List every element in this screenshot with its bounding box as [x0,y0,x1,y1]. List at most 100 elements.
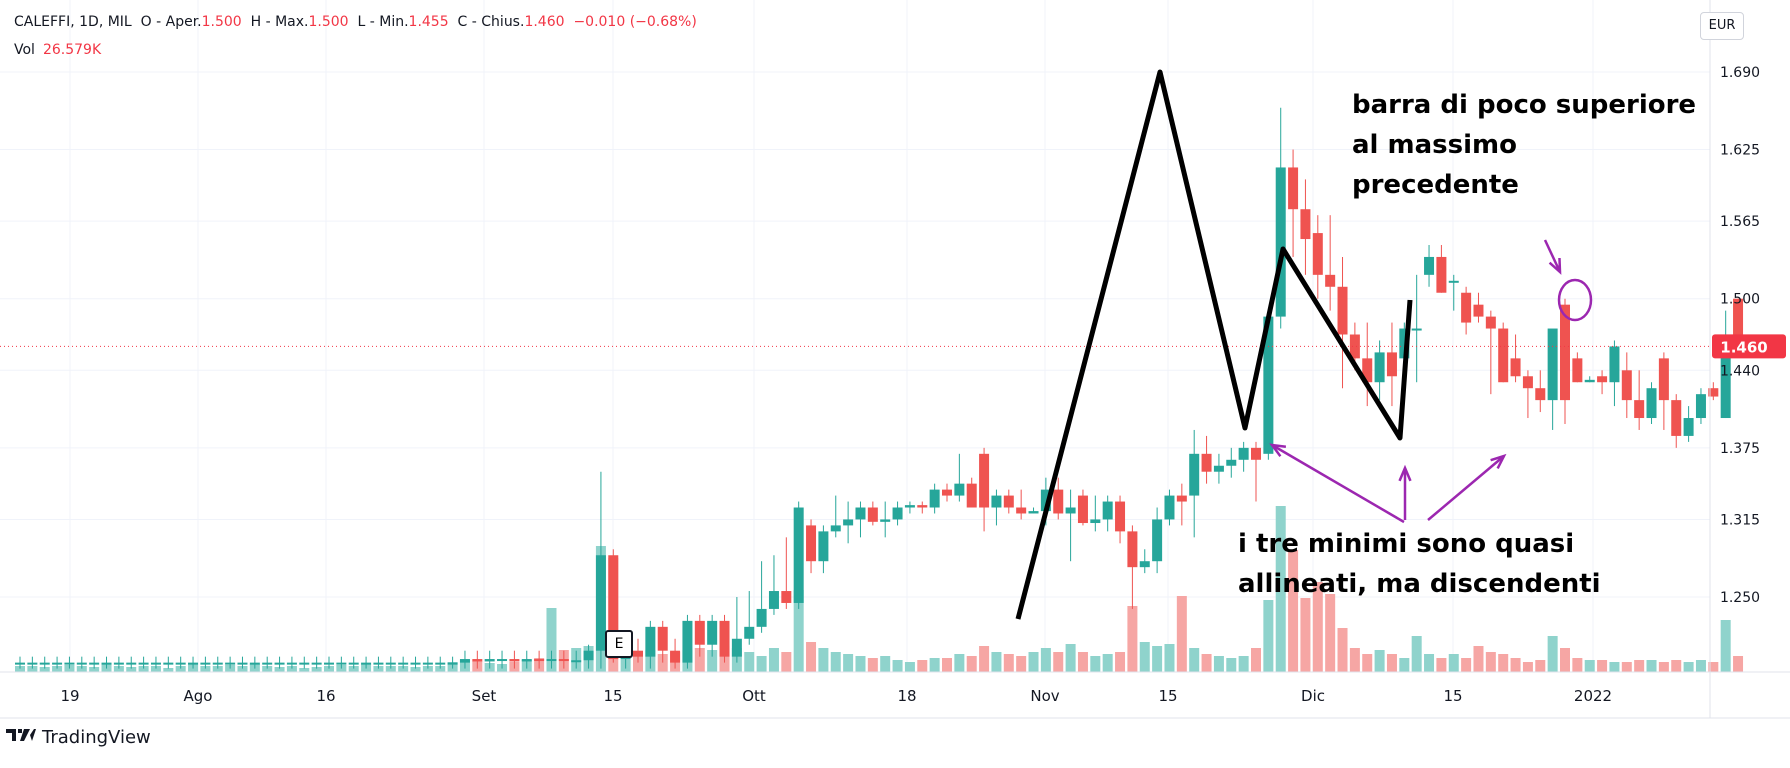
earnings-badge[interactable]: E [605,630,633,658]
candle-body [731,638,742,657]
volume-bar [39,667,50,672]
annotation-top-right: barra di poco superiore al massimo prece… [1352,85,1696,205]
candle-body [274,662,285,665]
candle-body [237,662,248,665]
low-label: L - Min. [357,14,409,30]
candle-body [324,662,334,665]
volume-bar [1436,658,1447,672]
y-tick-label: 1.315 [1720,512,1760,528]
currency-button[interactable]: EUR [1700,12,1744,40]
volume-bar [929,658,940,672]
volume-bar [1658,662,1669,672]
candle-body [1213,465,1224,472]
high-label: H - Max. [250,14,309,30]
candle-body [188,662,199,665]
volume-bar [1560,648,1570,672]
candle-body [1028,511,1039,514]
candle-body [1535,388,1546,401]
high-value: 1.500 [308,14,349,30]
candle-body [1386,352,1397,377]
candle-body [1127,531,1138,568]
candle-body [1065,507,1076,514]
y-tick-label: 1.440 [1720,363,1760,379]
candle-body [855,507,866,520]
volume-bar [707,650,718,672]
candle-body [1139,561,1150,568]
y-tick-label: 1.500 [1720,292,1760,308]
volume-bar [1683,662,1694,672]
x-tick-label: 15 [1158,687,1177,705]
volume-bar [138,666,149,672]
volume-bar [954,654,965,672]
drawings [0,69,1710,620]
candle-body [1374,352,1385,383]
y-tick-label: 1.565 [1720,214,1760,230]
candle-body [1399,328,1410,359]
volume-bar [398,666,409,672]
candle-body [1597,376,1608,383]
candle-body [447,662,458,665]
candle-body [27,662,38,665]
candle-body [830,525,841,532]
candle-body [422,662,433,665]
volume-bar [385,666,396,672]
candle-body [806,525,817,562]
candle-body [1695,394,1706,419]
candle-body [1522,376,1533,389]
candle-body [225,662,236,665]
volume-bar [1386,654,1397,672]
x-tick-label: Set [472,687,497,705]
volume-bar [1597,660,1608,672]
volume-bar [76,666,87,672]
candle-body [657,626,668,651]
candle-body [286,662,297,665]
volume-bar [126,667,137,672]
x-tick-label: Dic [1301,687,1325,705]
candle-body [694,620,705,645]
volume-bar [694,648,705,672]
candle-body [917,505,928,508]
candle-body [867,507,878,522]
candle-body [756,608,767,627]
candle-body [52,662,63,665]
candle-body [1016,507,1027,514]
volume-bar [991,652,1002,672]
candle-body [1584,379,1595,383]
annotation-line: i tre minimi sono quasi [1238,529,1575,559]
volume-bar [373,666,384,672]
candle-body [645,626,656,657]
candle-body [1362,358,1373,383]
arrow-to-low-2-head [1398,464,1412,482]
volume-bar [1164,644,1175,672]
volume-bar [1609,662,1620,672]
volume-bar [1448,654,1459,672]
volume-bar [1695,660,1706,672]
volume-bar [966,656,977,672]
volume-bar [1127,606,1138,672]
volume-bar [1077,652,1088,672]
volume-bar [262,666,273,672]
candle-body [150,662,161,665]
volume-bar [1102,654,1113,672]
candle-body [1485,316,1496,329]
annotation-line: precedente [1352,170,1519,200]
annotation-bottom: i tre minimi sono quasi allineati, ma di… [1238,524,1601,604]
candle-body [1115,501,1126,532]
candle-body [781,591,792,603]
volume-bar [1461,658,1472,672]
volume-bar [979,646,990,672]
volume-bar [904,662,915,672]
tradingview-logo[interactable]: TradingView [6,726,151,748]
arrow-to-low-3 [1427,455,1505,521]
volume-bar [1621,662,1632,672]
symbol-label[interactable]: CALEFFI, 1D, MIL [14,14,132,30]
candle-body [991,495,1002,508]
volume-bar [1708,662,1719,672]
volume-bar [633,654,643,672]
candle-body [1560,304,1570,401]
volume-bar [657,654,668,672]
close-label: C - Chius. [457,14,525,30]
volume-bar [880,656,891,672]
candle-body [768,591,779,609]
